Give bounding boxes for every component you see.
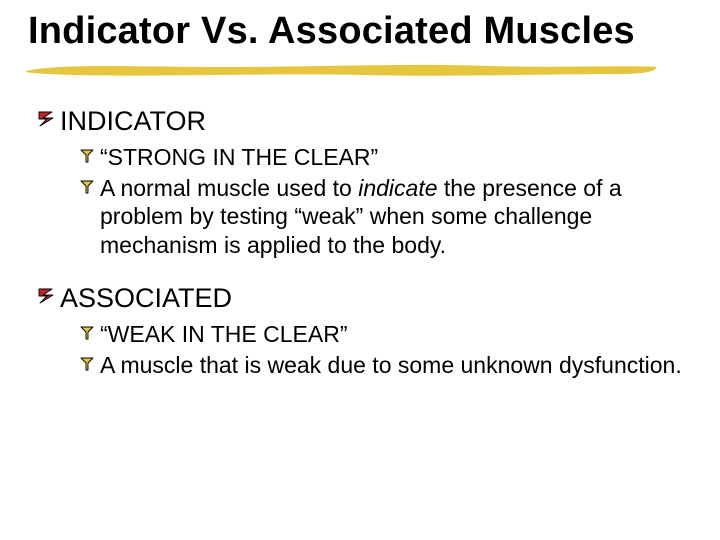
brush-path (26, 64, 656, 75)
section-heading-associated: ASSOCIATED (38, 282, 692, 314)
title-underline (28, 61, 692, 83)
bullet-text-pre: A normal muscle used to (100, 175, 358, 201)
section-heading-text: INDICATOR (60, 105, 206, 137)
z-bullet-icon (38, 111, 54, 127)
bullet-text-italic: indicate (358, 175, 437, 201)
brush-underline-icon (22, 57, 672, 83)
y-bullet-icon (80, 180, 94, 194)
section-gap (28, 262, 692, 276)
bullet-item: A normal muscle used to indicate the pre… (80, 174, 692, 260)
bullet-item: A muscle that is weak due to some unknow… (80, 351, 692, 380)
slide: Indicator Vs. Associated Muscles INDICAT… (0, 0, 720, 540)
y-bullet-icon (80, 357, 94, 371)
section-heading-text: ASSOCIATED (60, 282, 232, 314)
bullet-text: A muscle that is weak due to some unknow… (100, 351, 682, 380)
bullet-text: “STRONG IN THE CLEAR” (100, 143, 378, 172)
bullet-item: “STRONG IN THE CLEAR” (80, 143, 692, 172)
bullet-item: “WEAK IN THE CLEAR” (80, 320, 692, 349)
y-bullet-icon (80, 149, 94, 163)
y-bullet-icon (80, 326, 94, 340)
bullet-text: “WEAK IN THE CLEAR” (100, 320, 348, 349)
section-heading-indicator: INDICATOR (38, 105, 692, 137)
z-bullet-icon (38, 288, 54, 304)
slide-title: Indicator Vs. Associated Muscles (28, 10, 692, 53)
bullet-text: A normal muscle used to indicate the pre… (100, 174, 692, 260)
